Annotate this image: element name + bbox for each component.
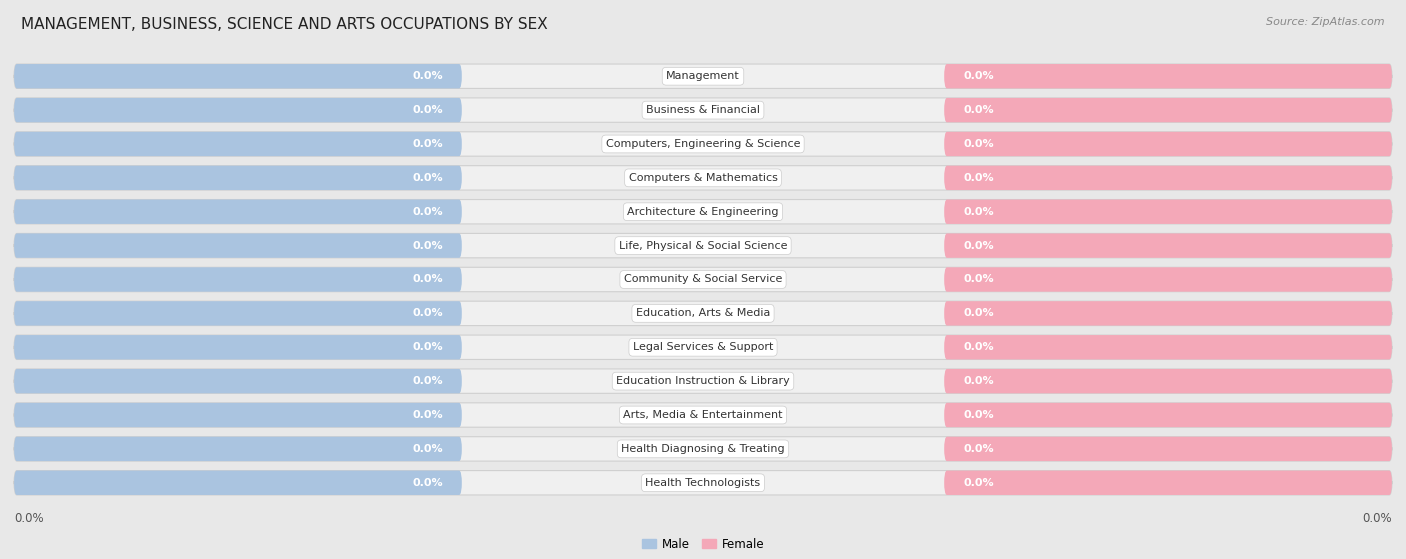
- FancyBboxPatch shape: [14, 64, 1392, 88]
- FancyBboxPatch shape: [14, 234, 1392, 258]
- FancyBboxPatch shape: [14, 267, 461, 292]
- Text: Education Instruction & Library: Education Instruction & Library: [616, 376, 790, 386]
- Text: 0.0%: 0.0%: [412, 274, 443, 285]
- FancyBboxPatch shape: [14, 64, 461, 88]
- FancyBboxPatch shape: [14, 132, 1392, 156]
- Text: 0.0%: 0.0%: [963, 139, 994, 149]
- Text: 0.0%: 0.0%: [412, 309, 443, 319]
- Text: 0.0%: 0.0%: [1362, 511, 1392, 524]
- FancyBboxPatch shape: [945, 234, 1392, 258]
- Text: 0.0%: 0.0%: [963, 444, 994, 454]
- Text: 0.0%: 0.0%: [412, 240, 443, 250]
- FancyBboxPatch shape: [14, 403, 1392, 427]
- FancyBboxPatch shape: [14, 165, 1392, 190]
- FancyBboxPatch shape: [14, 335, 1392, 359]
- FancyBboxPatch shape: [945, 471, 1392, 495]
- Text: Life, Physical & Social Science: Life, Physical & Social Science: [619, 240, 787, 250]
- FancyBboxPatch shape: [945, 369, 1392, 394]
- FancyBboxPatch shape: [14, 403, 461, 427]
- Text: 0.0%: 0.0%: [412, 71, 443, 81]
- FancyBboxPatch shape: [14, 200, 461, 224]
- Text: Health Technologists: Health Technologists: [645, 478, 761, 488]
- FancyBboxPatch shape: [945, 98, 1392, 122]
- Text: 0.0%: 0.0%: [963, 71, 994, 81]
- FancyBboxPatch shape: [14, 234, 461, 258]
- Text: Education, Arts & Media: Education, Arts & Media: [636, 309, 770, 319]
- Text: 0.0%: 0.0%: [412, 478, 443, 488]
- Text: 0.0%: 0.0%: [963, 309, 994, 319]
- Text: 0.0%: 0.0%: [963, 240, 994, 250]
- FancyBboxPatch shape: [945, 165, 1392, 190]
- Text: 0.0%: 0.0%: [963, 342, 994, 352]
- FancyBboxPatch shape: [945, 132, 1392, 156]
- Text: Computers, Engineering & Science: Computers, Engineering & Science: [606, 139, 800, 149]
- FancyBboxPatch shape: [945, 403, 1392, 427]
- Text: 0.0%: 0.0%: [963, 478, 994, 488]
- FancyBboxPatch shape: [945, 267, 1392, 292]
- FancyBboxPatch shape: [14, 132, 461, 156]
- Text: 0.0%: 0.0%: [963, 274, 994, 285]
- Text: 0.0%: 0.0%: [412, 207, 443, 217]
- Text: MANAGEMENT, BUSINESS, SCIENCE AND ARTS OCCUPATIONS BY SEX: MANAGEMENT, BUSINESS, SCIENCE AND ARTS O…: [21, 17, 548, 32]
- FancyBboxPatch shape: [14, 267, 1392, 292]
- Text: 0.0%: 0.0%: [412, 173, 443, 183]
- Text: 0.0%: 0.0%: [412, 342, 443, 352]
- FancyBboxPatch shape: [14, 165, 461, 190]
- Text: 0.0%: 0.0%: [963, 376, 994, 386]
- Text: 0.0%: 0.0%: [412, 410, 443, 420]
- Text: 0.0%: 0.0%: [963, 105, 994, 115]
- FancyBboxPatch shape: [14, 301, 1392, 325]
- Text: Arts, Media & Entertainment: Arts, Media & Entertainment: [623, 410, 783, 420]
- Text: 0.0%: 0.0%: [412, 376, 443, 386]
- FancyBboxPatch shape: [14, 98, 461, 122]
- FancyBboxPatch shape: [14, 369, 461, 394]
- Text: 0.0%: 0.0%: [14, 511, 44, 524]
- Text: 0.0%: 0.0%: [412, 444, 443, 454]
- Text: 0.0%: 0.0%: [963, 410, 994, 420]
- FancyBboxPatch shape: [945, 335, 1392, 359]
- Legend: Male, Female: Male, Female: [637, 533, 769, 555]
- Text: Source: ZipAtlas.com: Source: ZipAtlas.com: [1267, 17, 1385, 27]
- Text: Computers & Mathematics: Computers & Mathematics: [628, 173, 778, 183]
- Text: 0.0%: 0.0%: [412, 139, 443, 149]
- FancyBboxPatch shape: [14, 98, 1392, 122]
- FancyBboxPatch shape: [945, 200, 1392, 224]
- Text: 0.0%: 0.0%: [412, 105, 443, 115]
- Text: Management: Management: [666, 71, 740, 81]
- Text: 0.0%: 0.0%: [963, 173, 994, 183]
- FancyBboxPatch shape: [945, 301, 1392, 325]
- FancyBboxPatch shape: [945, 64, 1392, 88]
- FancyBboxPatch shape: [14, 437, 1392, 461]
- Text: Health Diagnosing & Treating: Health Diagnosing & Treating: [621, 444, 785, 454]
- Text: Architecture & Engineering: Architecture & Engineering: [627, 207, 779, 217]
- FancyBboxPatch shape: [14, 200, 1392, 224]
- FancyBboxPatch shape: [14, 471, 1392, 495]
- Text: Business & Financial: Business & Financial: [645, 105, 761, 115]
- FancyBboxPatch shape: [14, 301, 461, 325]
- FancyBboxPatch shape: [14, 369, 1392, 394]
- FancyBboxPatch shape: [945, 437, 1392, 461]
- FancyBboxPatch shape: [14, 471, 461, 495]
- FancyBboxPatch shape: [14, 335, 461, 359]
- Text: Community & Social Service: Community & Social Service: [624, 274, 782, 285]
- Text: 0.0%: 0.0%: [963, 207, 994, 217]
- FancyBboxPatch shape: [14, 437, 461, 461]
- Text: Legal Services & Support: Legal Services & Support: [633, 342, 773, 352]
